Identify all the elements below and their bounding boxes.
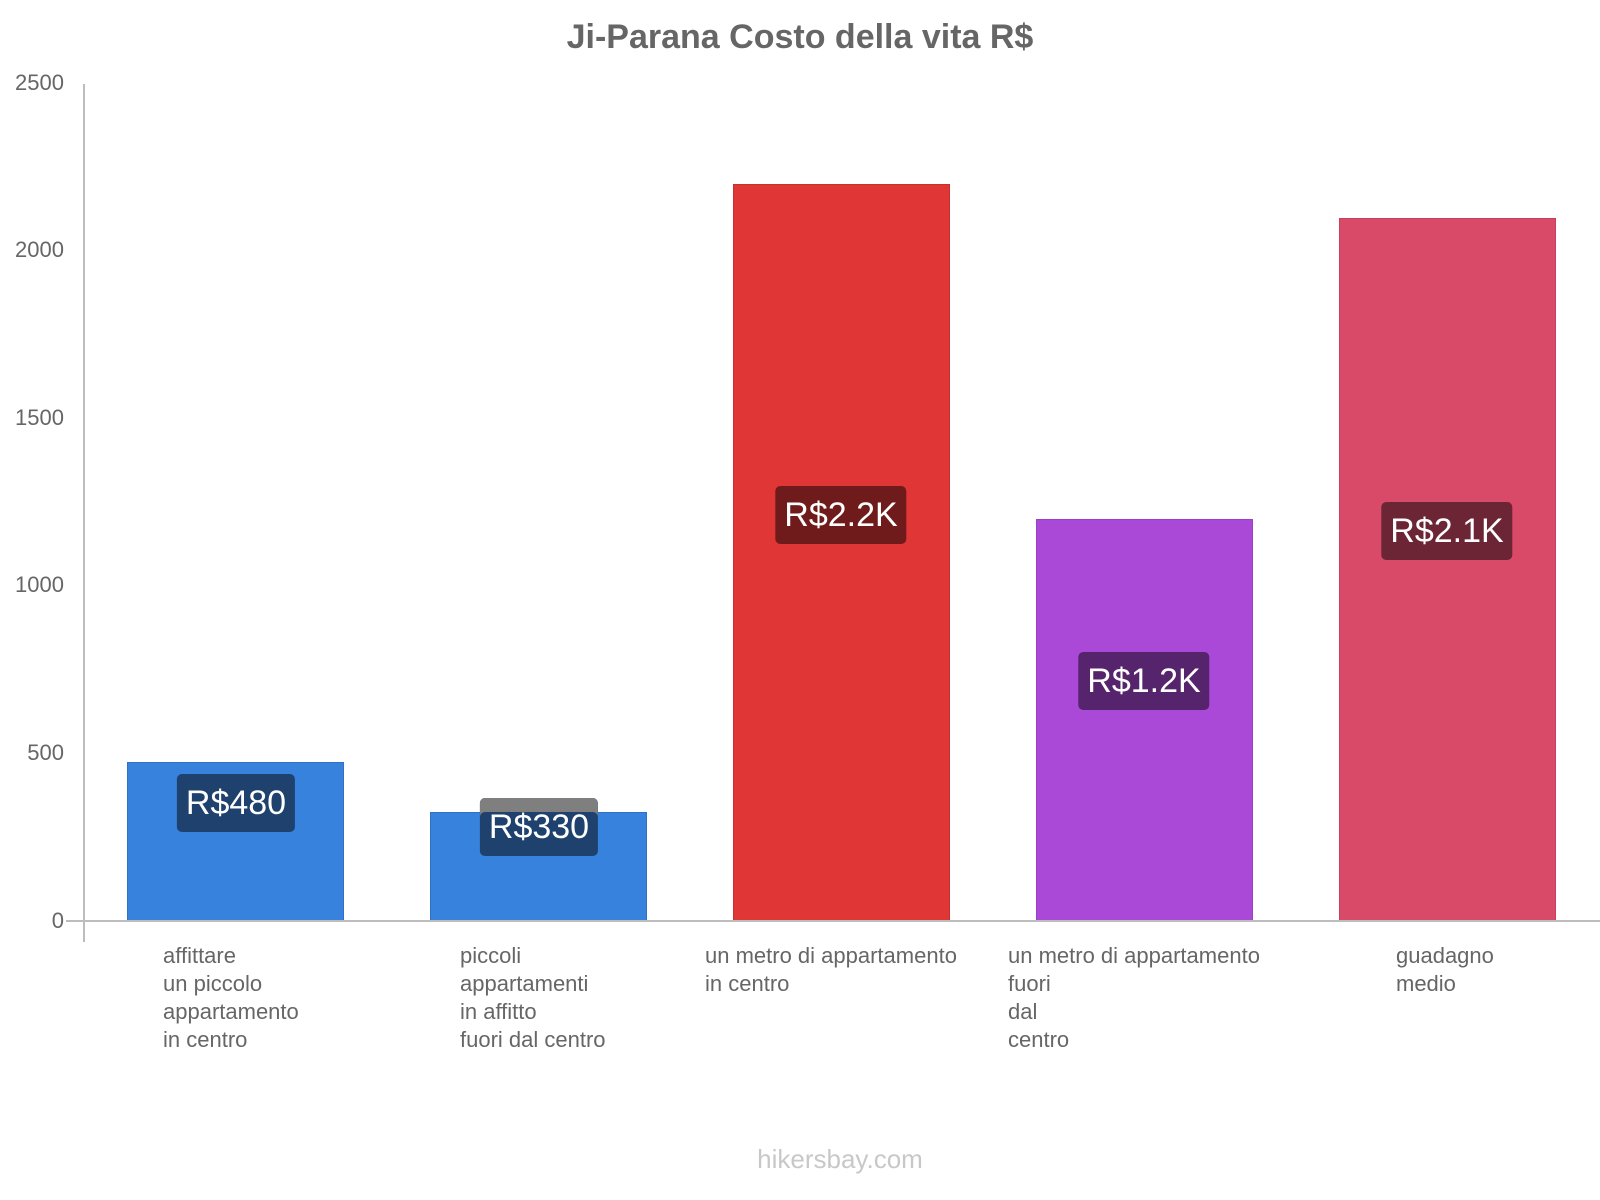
x-label-rent-apt-outside-center: piccoli appartamenti in affitto fuori da…	[460, 943, 606, 1052]
x-label-rent-small-apt-center: affittare un piccolo appartamento in cen…	[163, 943, 299, 1052]
bar-rent-apt-outside-center[interactable]	[430, 812, 647, 921]
y-tick-0: 0	[51, 908, 64, 933]
x-axis-line	[66, 920, 1600, 922]
x-label-sqm-center: un metro di appartamento in centro	[705, 943, 957, 996]
value-label-rent-small-apt-center: R$480	[176, 774, 296, 832]
bar-sqm-center[interactable]	[733, 184, 950, 921]
y-tick-1500: 1500	[15, 405, 64, 430]
y-axis-line	[83, 84, 85, 942]
y-tick-2000: 2000	[15, 237, 64, 262]
chart-title: Ji-Parana Costo della vita R$	[566, 18, 1034, 56]
y-tick-1000: 1000	[15, 572, 64, 597]
y-tick-500: 500	[27, 740, 64, 765]
bar-sqm-outside-center[interactable]	[1036, 519, 1253, 921]
value-label-average-income: R$2.1K	[1381, 502, 1513, 560]
x-label-sqm-outside-center: un metro di appartamento fuori dal centr…	[1008, 943, 1260, 1052]
value-label-sqm-center: R$2.2K	[775, 486, 907, 544]
footer-watermark: hikersbay.com	[757, 1144, 923, 1174]
value-label-rent-apt-outside-center: R$330	[479, 798, 599, 856]
x-label-average-income: guadagno medio	[1396, 943, 1494, 996]
bar-average-income[interactable]	[1339, 218, 1556, 921]
value-label-sqm-outside-center: R$1.2K	[1078, 652, 1210, 710]
y-tick-2500: 2500	[15, 70, 64, 95]
